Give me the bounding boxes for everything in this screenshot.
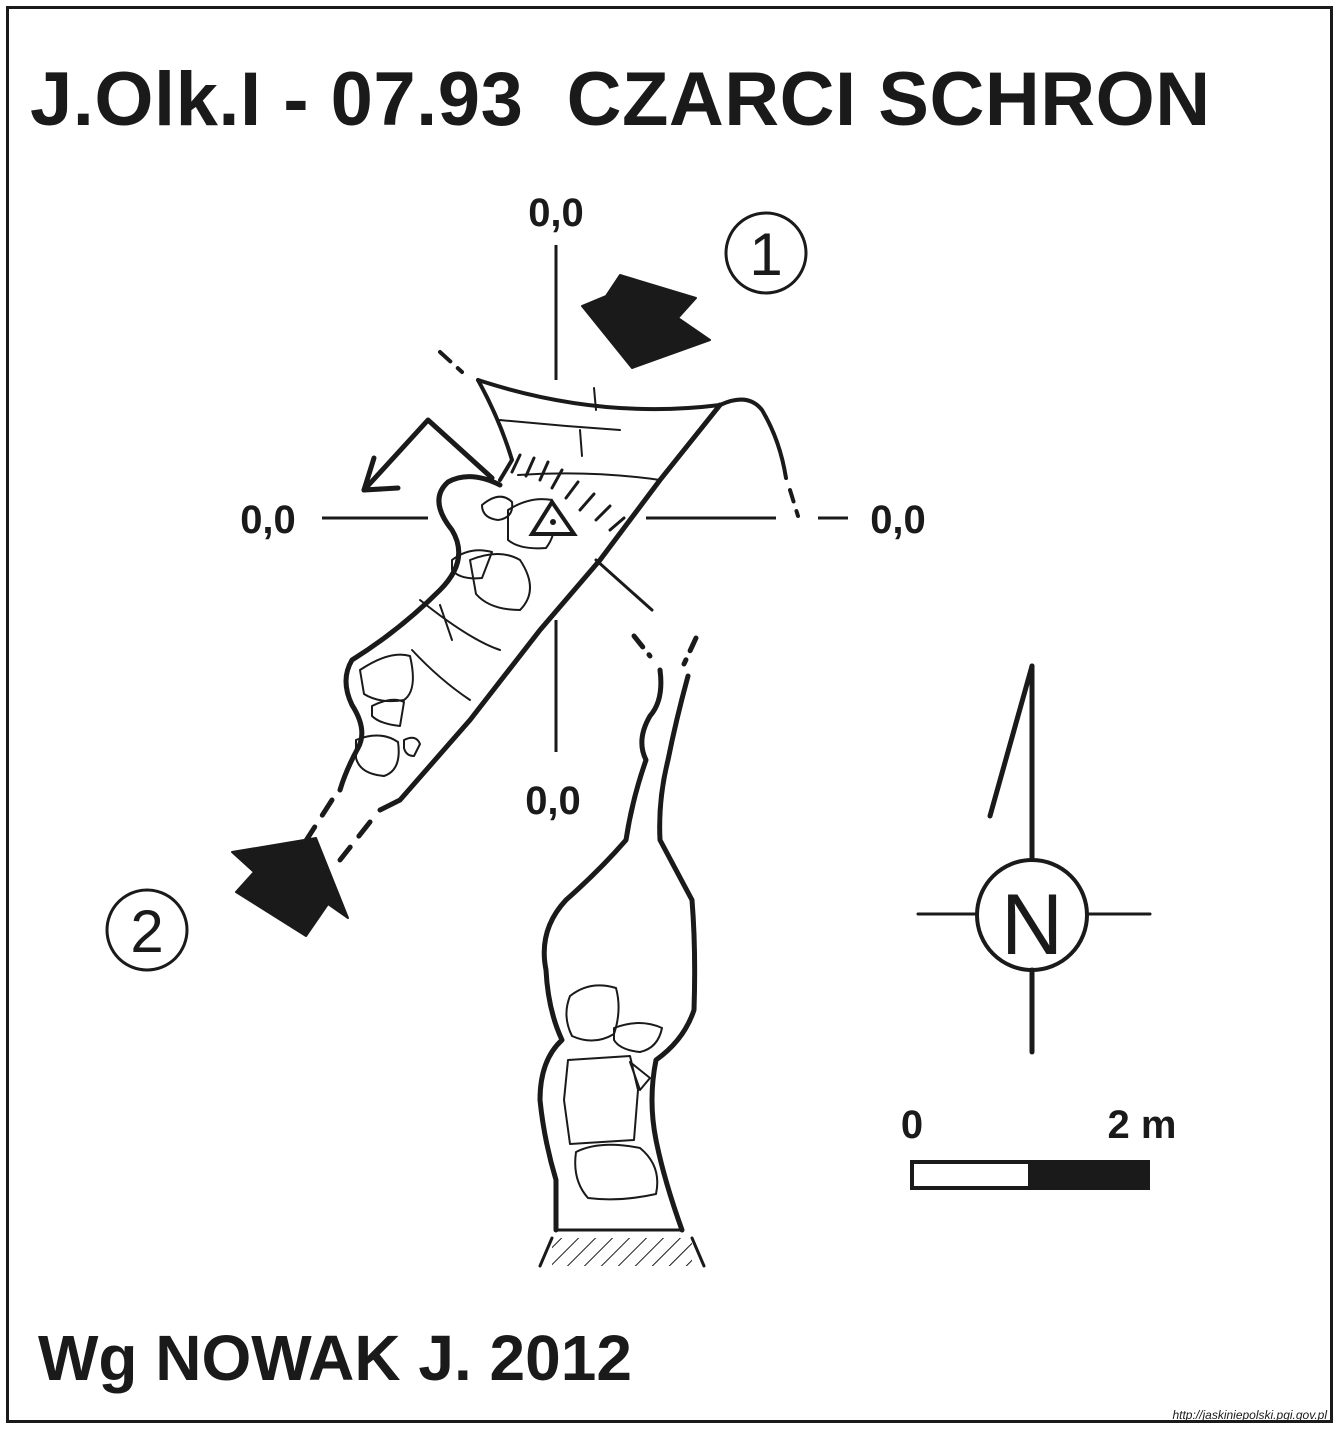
lower-passage (537, 633, 706, 1268)
survey-station-icon (528, 498, 578, 536)
compass-letter: N (1001, 877, 1063, 973)
scale-end-label: 2 m (1108, 1103, 1177, 1147)
entrance-1-marker: 1 (724, 211, 808, 295)
scale-start-label: 0 (901, 1103, 923, 1147)
section-label-left: 0,0 (240, 498, 296, 542)
scale-bar: 0 2 m (901, 1103, 1177, 1190)
entrance-2-arrow-icon (231, 837, 349, 937)
author-credit: Wg NOWAK J. 2012 (38, 1322, 632, 1394)
entrance-1-arrow-icon (581, 274, 711, 369)
source-link[interactable]: http://jaskiniepolski.pgi.gov.pl (1172, 1408, 1327, 1422)
section-label-bottom: 0,0 (525, 779, 581, 823)
section-label-top: 0,0 (528, 191, 584, 235)
map-title: J.Olk.I - 07.93 CZARCI SCHRON (30, 57, 1211, 142)
entrance-2-number: 2 (130, 898, 163, 965)
upper-passage (297, 350, 800, 863)
map-frame (6, 6, 1333, 1423)
section-label-right: 0,0 (870, 498, 926, 542)
section-lines (322, 245, 848, 752)
entrance-1-number: 1 (749, 221, 782, 288)
entrance-2-marker: 2 (105, 888, 189, 972)
passage-arrow-icon (361, 417, 495, 493)
north-arrow-icon: N (916, 663, 1152, 1055)
